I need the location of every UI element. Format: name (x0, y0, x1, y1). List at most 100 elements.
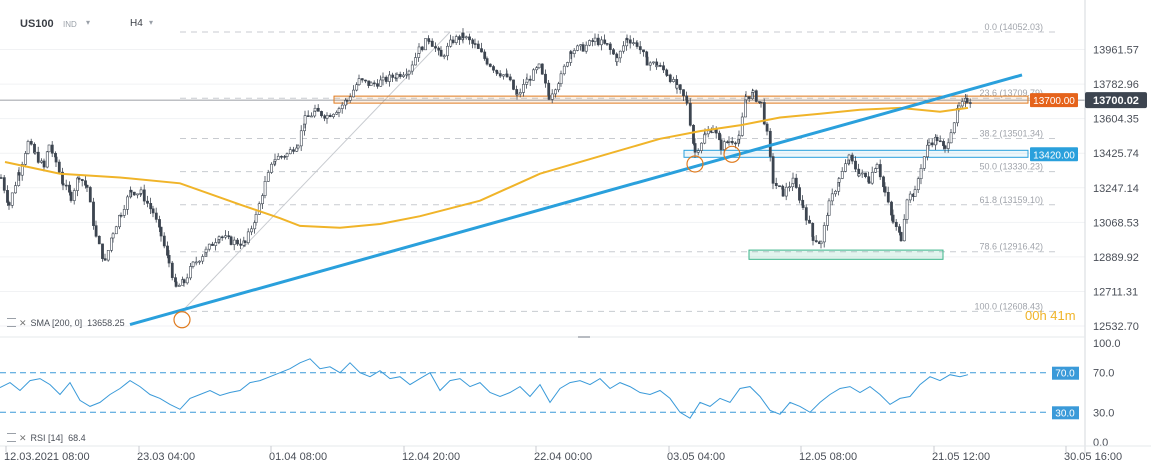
y-tick-label: 13961.57 (1093, 45, 1139, 57)
sma-line (4, 106, 969, 229)
candle-body (751, 90, 755, 93)
candle-body (430, 40, 434, 47)
rsi-legend[interactable]: ✕ RSI [14] 68.4 (7, 433, 86, 444)
candle-body (798, 187, 801, 201)
close-icon[interactable]: ✕ (19, 433, 27, 443)
candle-body (675, 84, 679, 89)
candle-body (913, 189, 917, 197)
chevron-down-icon[interactable]: ▾ (86, 18, 91, 27)
x-tick-label: 21.05 12:00 (932, 451, 990, 463)
candle-body (905, 199, 909, 220)
settings-icon[interactable] (7, 433, 16, 442)
candle-body (64, 184, 68, 187)
candle-body (458, 36, 461, 40)
candle-body (149, 203, 153, 210)
candle-body (652, 61, 655, 64)
candle-body (765, 123, 769, 132)
candle-body (874, 168, 877, 173)
candle-body (740, 116, 744, 136)
candle-body (42, 160, 46, 168)
candle-body (398, 73, 402, 77)
candle-body (191, 261, 195, 267)
candle-body (655, 65, 659, 68)
candle-body (576, 45, 579, 51)
candle-body (569, 51, 573, 54)
candle-body (572, 50, 576, 54)
candle-body (830, 193, 834, 202)
candle-body (92, 201, 95, 226)
candle-body (952, 122, 956, 134)
candle-body (544, 73, 547, 84)
candle-body (722, 141, 726, 150)
candle-body (384, 76, 388, 82)
candle-body (69, 191, 73, 201)
symbol-label[interactable]: US100 (20, 18, 54, 30)
trendline[interactable] (129, 73, 1023, 327)
candle-body (292, 149, 295, 152)
candle-body (335, 112, 339, 115)
candle-body (648, 62, 652, 66)
candle-body (201, 256, 205, 262)
candle-body (784, 186, 788, 197)
candle-body (922, 156, 926, 169)
candle-body (17, 172, 21, 176)
candle-body (76, 177, 79, 191)
candle-body (427, 40, 431, 43)
candle-body (603, 39, 607, 44)
resistance-price-label: 13700.00 (1033, 96, 1075, 107)
candle-body (554, 89, 557, 95)
candle-body (473, 43, 477, 45)
rsi-y-tick-label: 0.0 (1093, 437, 1108, 449)
candle-body (847, 154, 851, 161)
candle-body (94, 225, 98, 237)
candle-body (243, 240, 247, 243)
candle-body (29, 141, 33, 145)
candle-body (348, 96, 352, 101)
candle-body (476, 43, 480, 49)
candle-body (158, 219, 161, 228)
candle-body (132, 191, 136, 196)
fib-label: 100.0 (12608.43) (974, 301, 1043, 311)
candle-body (703, 134, 707, 144)
candle-body (26, 141, 30, 154)
candle-body (727, 141, 731, 143)
sma-legend[interactable]: ✕ SMA [200, 0] 13658.25 (7, 318, 125, 329)
candle-body (391, 74, 395, 78)
candle-body (217, 236, 221, 240)
close-icon[interactable]: ✕ (19, 318, 27, 328)
candle-body (882, 176, 885, 188)
settings-icon[interactable] (7, 318, 16, 327)
candle-body (417, 46, 421, 54)
price-axis[interactable]: 13961.57 13782.96 13604.35 13425.74 13247.14… (0, 0, 1147, 453)
candle-body (296, 145, 300, 149)
candle-body (142, 189, 146, 202)
candle-body (129, 189, 133, 193)
rsi-panel: 100.0 70.0 30.0 0.0 70.0 30.0 (0, 338, 1121, 449)
candle-body (182, 279, 186, 284)
candle-body (261, 195, 264, 204)
candle-body (930, 142, 934, 146)
candle-body (822, 225, 826, 243)
price-zones: 13700.00 13420.00 (0, 93, 1085, 260)
candle-body (313, 107, 317, 112)
timeframe-selector[interactable]: H4 (130, 18, 143, 29)
candle-body (328, 115, 332, 118)
candle-body (214, 242, 218, 246)
candle-body (468, 36, 471, 41)
candle-body (495, 71, 499, 74)
candle-body (557, 83, 561, 91)
candle-body (270, 163, 273, 173)
resistance-price-badge (1030, 93, 1078, 108)
candle-body (47, 144, 51, 153)
chevron-down-icon[interactable]: ▾ (149, 18, 154, 27)
candle-body (840, 171, 844, 179)
sma-legend-value: 13658.25 (87, 318, 125, 328)
candle-body (625, 38, 629, 41)
y-tick-label: 12532.70 (1093, 321, 1139, 333)
candle-body (719, 139, 723, 150)
candle-body (136, 193, 139, 196)
candle-body (204, 248, 208, 253)
candle-body (502, 74, 505, 77)
time-axis[interactable]: 12.03.2021 08:00 23.03 04:00 01.04 08:00 12… (0, 445, 1151, 463)
